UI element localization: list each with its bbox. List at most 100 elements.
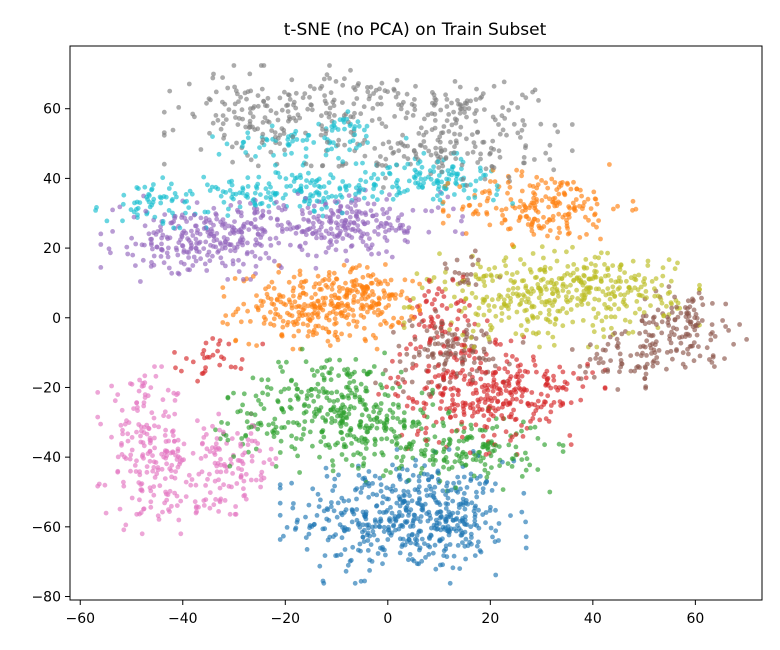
point-series-3 xyxy=(504,359,510,364)
point-series-2 xyxy=(250,375,256,381)
point-series-1 xyxy=(440,207,446,213)
point-series-3 xyxy=(221,356,227,362)
point-series-1 xyxy=(594,224,599,230)
point-series-5 xyxy=(344,232,350,237)
point-series-2 xyxy=(284,359,289,365)
point-series-0 xyxy=(438,513,444,519)
point-series-3 xyxy=(217,338,223,343)
point-series-9 xyxy=(294,137,300,142)
point-series-2 xyxy=(479,427,485,433)
point-series-4 xyxy=(464,272,470,278)
point-series-1 xyxy=(323,326,329,332)
point-series-0 xyxy=(310,486,316,492)
point-series-1 xyxy=(529,220,535,226)
point-series-3 xyxy=(500,379,506,385)
point-series-9 xyxy=(323,152,329,158)
point-series-0 xyxy=(423,487,429,493)
point-series-8 xyxy=(630,329,636,335)
point-series-3 xyxy=(461,412,467,418)
point-series-7 xyxy=(327,63,332,68)
point-series-2 xyxy=(416,421,422,427)
point-series-6 xyxy=(154,471,160,477)
point-series-2 xyxy=(505,461,511,466)
point-series-2 xyxy=(316,389,322,394)
point-series-6 xyxy=(217,447,223,452)
point-series-4 xyxy=(434,330,440,335)
point-series-6 xyxy=(150,468,156,474)
point-series-5 xyxy=(328,226,334,232)
point-series-6 xyxy=(159,466,165,472)
point-series-9 xyxy=(306,170,311,176)
point-series-6 xyxy=(137,377,143,383)
point-series-1 xyxy=(313,323,319,329)
point-series-5 xyxy=(376,251,382,257)
point-series-0 xyxy=(442,526,447,532)
point-series-8 xyxy=(585,301,591,307)
point-series-8 xyxy=(600,327,606,332)
point-series-7 xyxy=(443,155,449,160)
point-series-0 xyxy=(462,506,468,512)
point-series-8 xyxy=(642,276,647,281)
point-series-7 xyxy=(462,110,467,115)
point-series-3 xyxy=(486,405,492,410)
point-series-9 xyxy=(417,182,423,188)
point-series-6 xyxy=(196,471,202,477)
point-series-9 xyxy=(289,172,295,178)
point-series-9 xyxy=(379,189,385,195)
point-series-0 xyxy=(389,510,395,516)
point-series-3 xyxy=(495,391,501,397)
point-series-0 xyxy=(426,477,431,483)
x-tick-label: −40 xyxy=(168,611,198,627)
point-series-2 xyxy=(335,440,340,446)
x-tick-label: −60 xyxy=(65,611,95,627)
point-series-9 xyxy=(371,181,377,187)
point-series-2 xyxy=(473,453,478,458)
point-series-8 xyxy=(636,292,642,298)
point-series-4 xyxy=(409,379,415,385)
point-series-0 xyxy=(320,526,326,532)
point-series-3 xyxy=(441,294,447,299)
point-series-2 xyxy=(264,431,270,436)
point-series-9 xyxy=(445,168,451,174)
point-series-3 xyxy=(428,314,434,320)
point-series-1 xyxy=(539,178,544,183)
point-series-0 xyxy=(411,516,417,522)
point-series-7 xyxy=(439,169,444,175)
point-series-9 xyxy=(226,206,231,212)
point-series-3 xyxy=(440,416,445,422)
point-series-7 xyxy=(198,147,204,152)
point-series-5 xyxy=(445,194,451,200)
point-series-6 xyxy=(149,410,155,416)
point-series-8 xyxy=(493,313,499,319)
point-series-7 xyxy=(293,90,299,96)
point-series-7 xyxy=(468,98,473,104)
point-series-9 xyxy=(390,196,396,202)
point-series-3 xyxy=(408,341,413,347)
point-series-4 xyxy=(639,353,644,359)
point-series-8 xyxy=(580,318,586,323)
point-series-3 xyxy=(226,341,232,347)
point-series-9 xyxy=(229,195,235,200)
point-series-8 xyxy=(563,294,569,299)
point-series-8 xyxy=(550,334,556,340)
point-series-8 xyxy=(626,330,631,336)
point-series-4 xyxy=(466,280,471,286)
point-series-0 xyxy=(387,530,392,536)
point-series-0 xyxy=(380,561,385,567)
point-series-3 xyxy=(210,352,216,358)
point-series-5 xyxy=(348,220,353,225)
point-series-2 xyxy=(379,436,384,442)
point-series-2 xyxy=(399,458,404,464)
point-series-8 xyxy=(549,277,555,283)
point-series-3 xyxy=(478,360,484,366)
point-series-6 xyxy=(178,498,184,504)
point-series-1 xyxy=(331,280,336,286)
point-series-8 xyxy=(595,311,601,316)
point-series-0 xyxy=(446,447,452,452)
point-series-1 xyxy=(564,220,570,226)
point-series-9 xyxy=(300,138,306,143)
point-series-8 xyxy=(556,293,561,299)
point-series-0 xyxy=(291,501,296,506)
point-series-3 xyxy=(413,363,419,368)
point-series-5 xyxy=(274,216,280,222)
